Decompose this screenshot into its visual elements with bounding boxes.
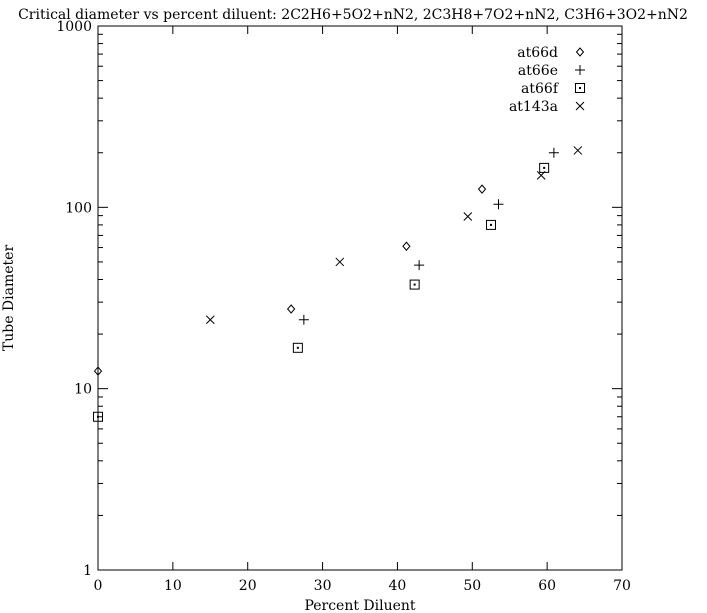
legend-marker-at143a <box>575 101 585 111</box>
legend: at66d at66e at66f at143a <box>509 45 585 115</box>
data-point-at66d <box>477 184 487 194</box>
data-point-at66d <box>286 304 296 314</box>
x-axis: 0 10 20 30 40 50 60 70 <box>94 26 631 594</box>
x-tick-label: 40 <box>389 578 407 594</box>
legend-label-at66d: at66d <box>517 45 558 61</box>
x-axis-label: Percent Diluent <box>304 598 415 613</box>
x-tick-label: 20 <box>239 578 257 594</box>
x-tick-label: 50 <box>463 578 481 594</box>
data-point-at66e <box>493 199 504 210</box>
plot-area-frame <box>97 25 623 571</box>
legend-label-at66e: at66e <box>518 63 558 79</box>
series-at66f <box>93 162 550 422</box>
series-at66d <box>93 184 487 376</box>
data-point-at66d <box>93 366 103 376</box>
data-point-at143a <box>335 257 345 267</box>
x-tick-label: 10 <box>164 578 182 594</box>
data-point-at66f <box>409 279 420 290</box>
data-point-at66f <box>539 162 550 173</box>
y-tick-label: 100 <box>65 200 92 216</box>
data-point-at66e <box>414 260 425 271</box>
legend-marker-at66e <box>575 65 585 75</box>
x-tick-label: 0 <box>94 578 103 594</box>
data-point-at66e <box>298 314 309 325</box>
x-tick-label: 30 <box>314 578 332 594</box>
series-at143a <box>205 146 583 325</box>
data-point-at143a <box>536 171 546 180</box>
x-tick-label: 60 <box>538 578 556 594</box>
y-axis-label: Tube Diameter <box>1 245 17 352</box>
y-tick-label: 10 <box>74 382 92 398</box>
legend-marker-at66f <box>575 83 585 93</box>
data-point-at66f <box>486 219 496 230</box>
series-at66e <box>298 147 559 325</box>
x-tick-label: 70 <box>613 578 631 594</box>
data-point-at66d <box>402 241 411 252</box>
data-point-at66f <box>292 342 303 353</box>
data-points <box>93 146 583 422</box>
data-point-at66e <box>548 147 559 158</box>
legend-label-at66f: at66f <box>521 81 560 97</box>
data-point-at143a <box>573 146 583 155</box>
legend-marker-at66d <box>575 47 585 57</box>
y-tick-label: 1000 <box>56 19 92 35</box>
data-point-at143a <box>205 315 215 325</box>
data-point-at66f <box>93 411 103 422</box>
chart-title: Critical diameter vs percent diluent: 2C… <box>18 7 688 23</box>
data-point-at143a <box>463 212 473 221</box>
y-axis: 1 10 100 1000 <box>56 19 622 579</box>
legend-label-at143a: at143a <box>509 99 558 115</box>
y-tick-label: 1 <box>83 563 92 579</box>
